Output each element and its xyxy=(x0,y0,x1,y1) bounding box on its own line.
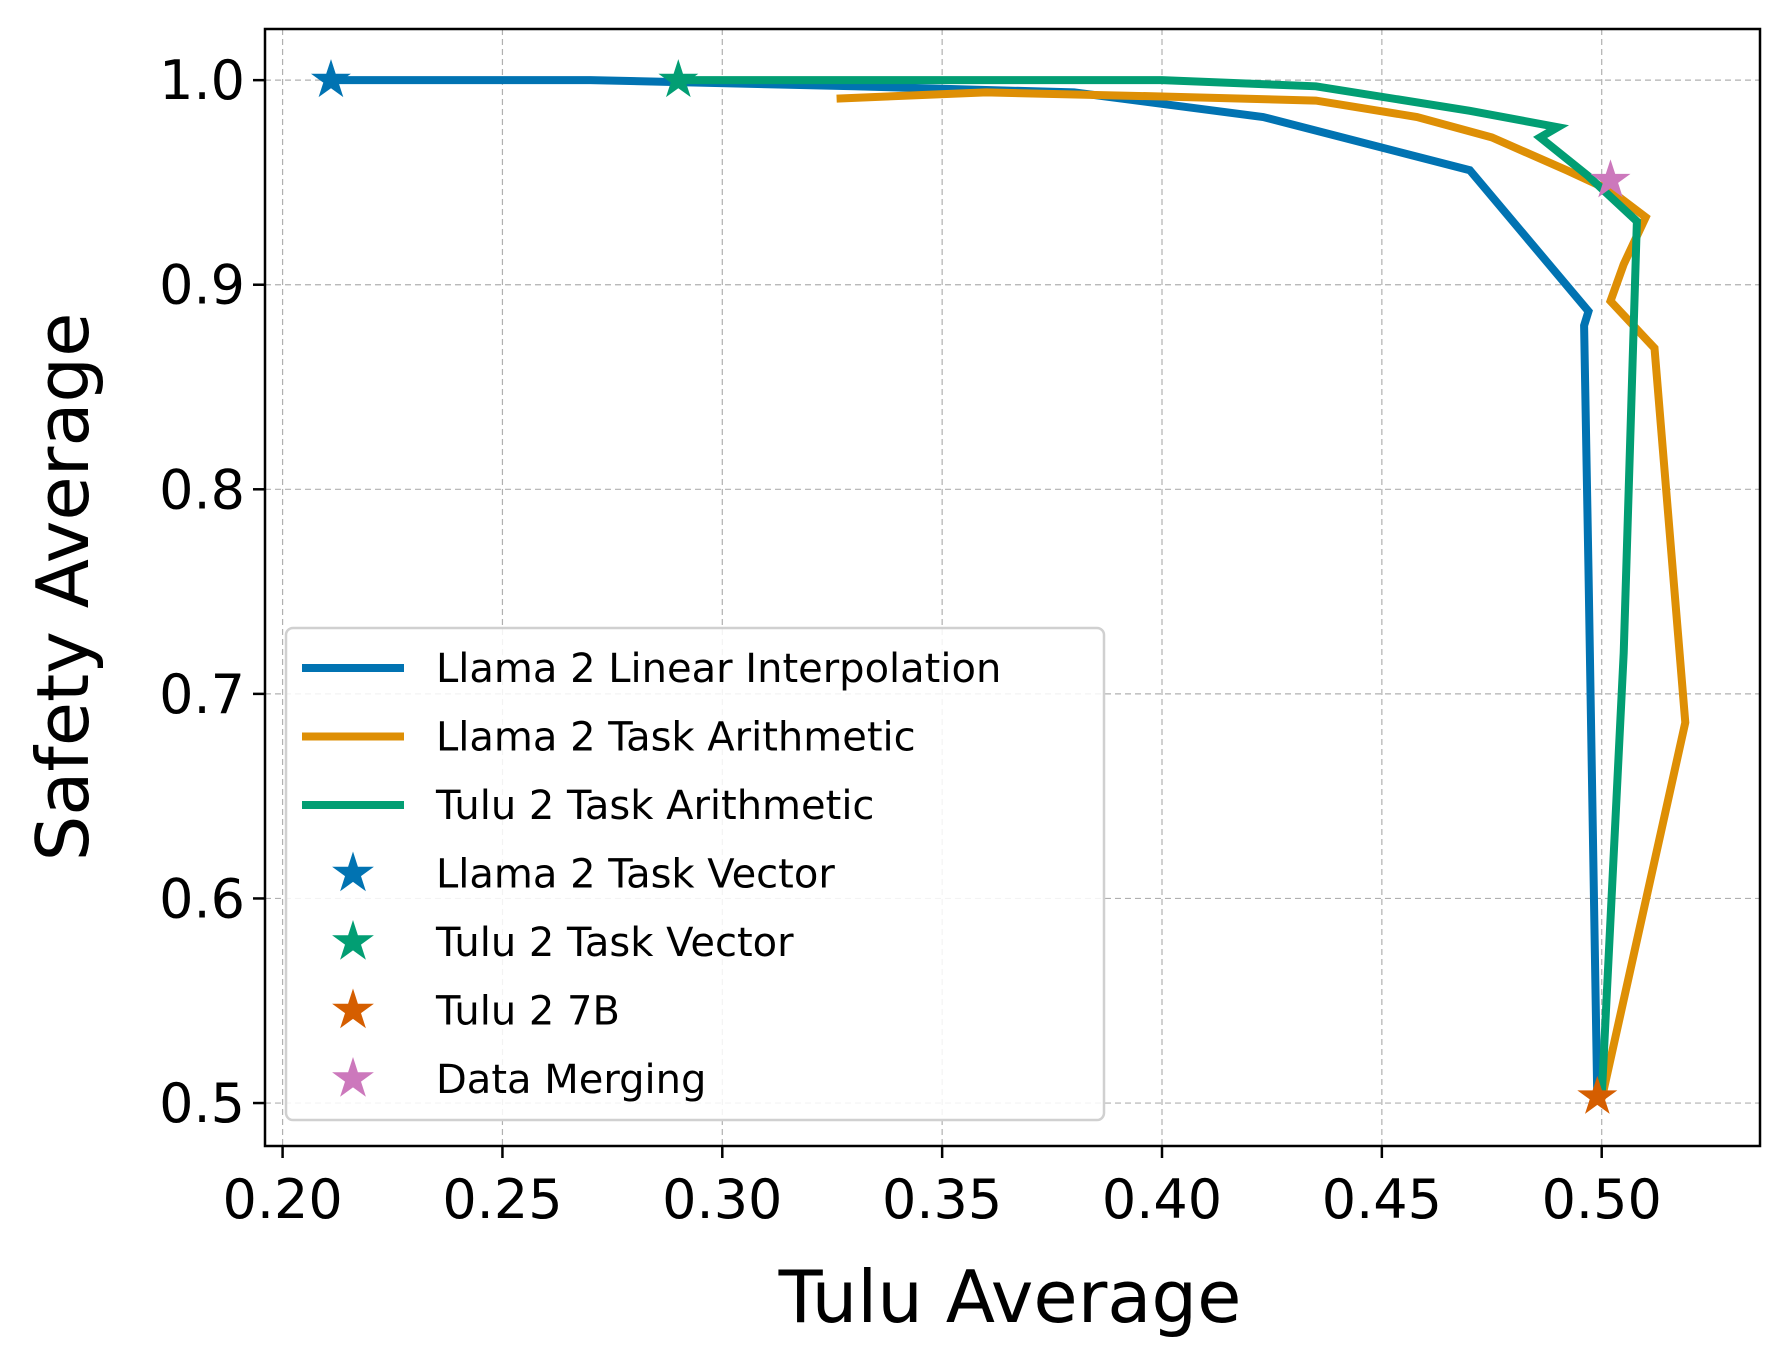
y-tick-label: 0.9 xyxy=(159,254,245,317)
legend-label: Tulu 2 7B xyxy=(435,989,620,1035)
y-axis-title: Safety Average xyxy=(21,313,105,862)
x-tick-label: 0.40 xyxy=(1102,1168,1222,1231)
legend-swatch-star xyxy=(332,851,374,892)
marker-tulu-2-7b xyxy=(1577,1075,1618,1114)
y-tick-label: 1.0 xyxy=(159,49,245,112)
legend-label: Tulu 2 Task Arithmetic xyxy=(435,783,874,829)
x-tick-label: 0.45 xyxy=(1322,1168,1442,1231)
legend-label: Llama 2 Task Vector xyxy=(436,852,835,898)
series-line-tulu-2-task-arithmetic xyxy=(678,76,1641,1098)
marker-tulu-2-task-vector xyxy=(658,59,699,98)
legend-swatch-star xyxy=(332,988,374,1029)
legend-label: Llama 2 Linear Interpolation xyxy=(436,646,1001,692)
marker-data-merging xyxy=(1590,159,1631,198)
y-tick-label: 0.7 xyxy=(159,663,245,726)
x-tick-label: 0.35 xyxy=(882,1168,1002,1231)
x-tick-label: 0.25 xyxy=(442,1168,562,1231)
legend-label: Llama 2 Task Arithmetic xyxy=(436,715,916,761)
y-tick-label: 0.8 xyxy=(159,458,245,521)
series-layer xyxy=(311,59,1690,1114)
x-tick-label: 0.50 xyxy=(1542,1168,1662,1231)
legend-swatch-star xyxy=(332,1057,374,1097)
y-tick-label: 0.6 xyxy=(159,867,245,930)
x-tick-label: 0.20 xyxy=(222,1168,342,1231)
marker-llama-2-task-vector xyxy=(311,59,351,98)
legend-label: Data Merging xyxy=(436,1057,706,1103)
tick-layer: 0.20 0.25 0.30 0.35 0.40 0.45 0.50 0.5 0.6 0.7 0.8… xyxy=(159,49,1662,1231)
y-tick-label: 0.5 xyxy=(159,1072,245,1135)
legend-label: Tulu 2 Task Vector xyxy=(435,920,794,966)
x-tick-label: 0.30 xyxy=(662,1168,782,1231)
legend-swatch-star xyxy=(332,920,374,960)
x-axis-title: Tulu Average xyxy=(778,1255,1242,1339)
legend-box xyxy=(284,626,1106,1122)
legend: Llama 2 Linear Interpolation Llama 2 Task… xyxy=(284,626,1106,1122)
plot-frame xyxy=(263,27,1762,1148)
